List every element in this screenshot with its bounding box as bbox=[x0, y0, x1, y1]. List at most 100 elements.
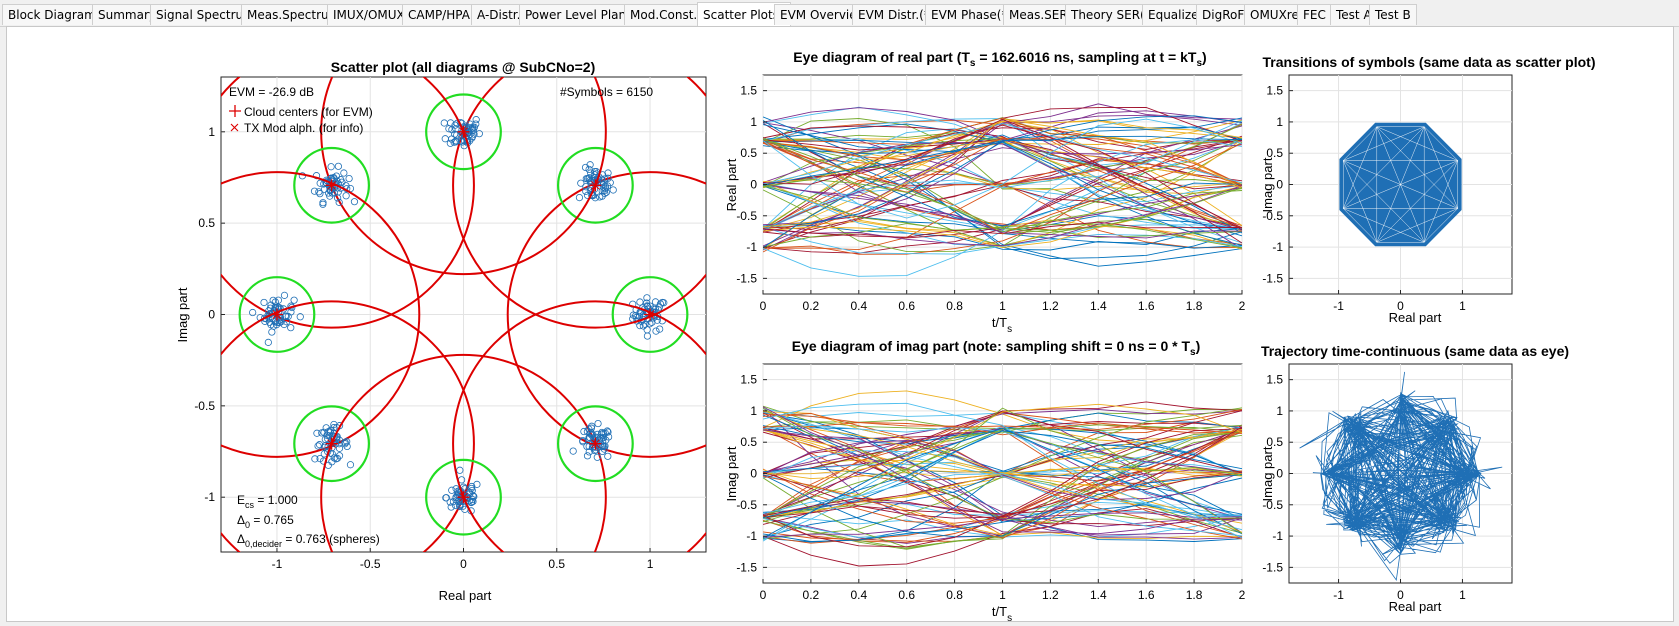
trajectory-xlabel: Real part bbox=[1389, 599, 1442, 614]
symbol-point bbox=[335, 198, 343, 206]
transition-line bbox=[1376, 126, 1458, 209]
eye-trace bbox=[763, 224, 1242, 251]
tick-label-x: 1.6 bbox=[1138, 588, 1155, 602]
symbol-point bbox=[445, 125, 453, 133]
symbol-point bbox=[629, 300, 637, 308]
tab-mod-const[interactable]: Mod.Const.* bbox=[624, 4, 710, 25]
eye-trace bbox=[763, 138, 1242, 233]
symbol-point bbox=[441, 135, 449, 143]
symbol-point bbox=[319, 200, 327, 208]
trajectory-ticks: -1 0 1 1.5 1 0.5 0 -0.5 -1 -1.5 bbox=[1262, 373, 1466, 602]
tab-evm-distr[interactable]: EVM Distr.(*) bbox=[852, 4, 941, 25]
transitions-xlabel: Real part bbox=[1389, 310, 1442, 325]
tab-a-distr[interactable]: A-Distr. bbox=[471, 4, 527, 25]
transition-line bbox=[1424, 208, 1458, 243]
tick-label-y: 0.5 bbox=[740, 146, 757, 160]
symbol-point bbox=[601, 442, 609, 450]
transitions-traces bbox=[1339, 122, 1462, 247]
scatter-xlabel: Real part bbox=[439, 588, 492, 603]
tick-label-y: 1.5 bbox=[740, 373, 757, 387]
symbol-point bbox=[604, 174, 612, 182]
symbol-point bbox=[636, 298, 644, 306]
tab-summary[interactable]: Summary bbox=[92, 4, 162, 25]
tick-label-x: 1 bbox=[999, 299, 1006, 313]
symbol-point bbox=[652, 327, 660, 335]
tab-signal-spectrum[interactable]: Signal Spectrum bbox=[150, 4, 261, 25]
scatter-grid bbox=[221, 77, 706, 552]
tab-equalizer[interactable]: Equalizer bbox=[1142, 4, 1210, 25]
symbol-point bbox=[457, 137, 465, 145]
symbol-point bbox=[593, 453, 601, 461]
eye-diagram-real: Eye diagram of real part (Ts = 162.6016 … bbox=[724, 49, 1246, 335]
symbol-point bbox=[269, 296, 277, 304]
eye-trace bbox=[763, 512, 1242, 538]
symbol-point bbox=[475, 130, 483, 138]
tick-label-x: 1 bbox=[1459, 299, 1466, 313]
tick-label-x: 1 bbox=[1459, 588, 1466, 602]
eye-trace bbox=[763, 401, 1242, 479]
trajectory-plot: Trajectory time-continuous (same data as… bbox=[1260, 343, 1569, 614]
transition-line bbox=[1376, 160, 1458, 243]
decider-sphere bbox=[452, 77, 706, 329]
symbol-point bbox=[456, 466, 464, 474]
transition-line bbox=[1343, 160, 1378, 243]
eye-trace bbox=[763, 118, 1242, 228]
eye-trace bbox=[763, 107, 1242, 155]
eye-trace bbox=[763, 408, 1242, 473]
eye-trace bbox=[763, 185, 1242, 247]
symbol-point bbox=[296, 313, 304, 321]
eye-real-title: Eye diagram of real part (Ts = 162.6016 … bbox=[793, 49, 1206, 69]
tab-theory-ser[interactable]: Theory SER(*) bbox=[1065, 4, 1162, 25]
tick-label-y: -1.5 bbox=[736, 560, 757, 574]
symbol-point bbox=[458, 138, 467, 146]
eye-trace bbox=[763, 407, 1242, 534]
tab-imux-omux[interactable]: IMUX/OMUX bbox=[327, 4, 411, 25]
inner-circle bbox=[238, 276, 316, 353]
tick-label-y: 0 bbox=[1276, 178, 1283, 192]
eye-trace bbox=[763, 119, 1242, 145]
transition-line bbox=[1423, 126, 1458, 209]
tab-test-a[interactable]: Test A bbox=[1330, 4, 1378, 25]
symbol-point bbox=[587, 169, 595, 177]
symbol-point bbox=[602, 188, 610, 196]
evm-readout: EVM = -26.9 dB bbox=[229, 85, 314, 99]
symbol-point bbox=[323, 431, 331, 439]
tab-test-b[interactable]: Test B bbox=[1369, 4, 1417, 25]
symbol-point bbox=[345, 174, 353, 183]
decider-sphere bbox=[221, 171, 421, 458]
eye-trace bbox=[763, 141, 1242, 235]
tab-camp-hpa[interactable]: CAMP/HPA bbox=[402, 4, 476, 25]
symbol-point bbox=[440, 119, 448, 127]
tab-power-level-plan[interactable]: Power Level Plan(*) bbox=[519, 4, 648, 25]
tab-fec[interactable]: FEC bbox=[1297, 4, 1332, 25]
eye-real-xlabel: t/Ts bbox=[992, 315, 1012, 335]
tab-bar: Block Diagram* Summary Signal Spectrum Meas… bbox=[0, 0, 1679, 27]
tab-meas-ser[interactable]: Meas.SER* bbox=[1003, 4, 1080, 25]
symbol-point bbox=[343, 438, 351, 446]
symbol-point bbox=[582, 183, 590, 191]
symbol-point bbox=[312, 172, 321, 180]
tab-digrof[interactable]: DigRoF bbox=[1196, 4, 1251, 25]
tick-label-x: 1 bbox=[647, 557, 654, 571]
symbol-point bbox=[315, 441, 324, 449]
tick-label-x: 0 bbox=[760, 588, 767, 602]
delta0-decider-value: Δ0,decider = 0.763 (spheres) bbox=[237, 532, 380, 549]
tick-label-y: -1 bbox=[746, 529, 757, 543]
symbol-point bbox=[461, 485, 469, 493]
symbol-point bbox=[280, 320, 288, 329]
tick-label-y: 1 bbox=[750, 115, 757, 129]
symbol-point bbox=[600, 187, 608, 195]
eye-trace bbox=[763, 135, 1242, 186]
symbol-point bbox=[585, 425, 593, 433]
symbol-point bbox=[453, 491, 461, 499]
tick-label-x: 1 bbox=[999, 588, 1006, 602]
symbol-point bbox=[324, 189, 333, 197]
eye-trace bbox=[763, 471, 1242, 519]
symbol-point bbox=[334, 162, 342, 170]
transitions-ticks: -1 0 1 1.5 1 0.5 0 -0.5 -1 -1.5 bbox=[1262, 84, 1466, 313]
tick-label-x: 1.6 bbox=[1138, 299, 1155, 313]
tab-evm-overview[interactable]: EVM Overview bbox=[774, 4, 873, 25]
tab-meas-spectrum[interactable]: Meas.Spectrum bbox=[241, 4, 347, 25]
tab-block-diagram[interactable]: Block Diagram* bbox=[2, 4, 108, 25]
symbol-point bbox=[264, 338, 272, 346]
